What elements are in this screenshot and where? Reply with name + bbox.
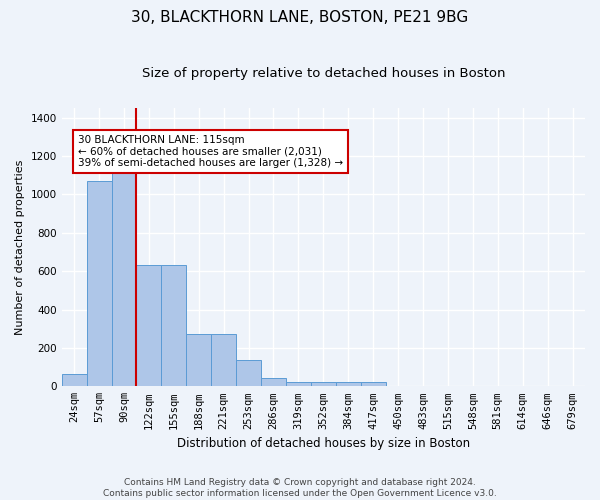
Bar [211,334,236,386]
Text: 30 BLACKTHORN LANE: 115sqm
← 60% of detached houses are smaller (2,031)
39% of s: 30 BLACKTHORN LANE: 115sqm ← 60% of deta… [78,135,343,168]
Bar [311,382,336,386]
Bar [136,266,161,386]
Title: Size of property relative to detached houses in Boston: Size of property relative to detached ho… [142,68,505,80]
Bar [62,374,86,386]
Bar [336,382,361,386]
Bar [361,382,386,386]
Y-axis label: Number of detached properties: Number of detached properties [15,160,25,335]
Bar [261,378,286,386]
Bar [286,382,311,386]
Text: 30, BLACKTHORN LANE, BOSTON, PE21 9BG: 30, BLACKTHORN LANE, BOSTON, PE21 9BG [131,10,469,25]
Bar [112,164,136,386]
Bar [161,266,186,386]
Bar [86,181,112,386]
X-axis label: Distribution of detached houses by size in Boston: Distribution of detached houses by size … [177,437,470,450]
Bar [236,360,261,386]
Text: Contains HM Land Registry data © Crown copyright and database right 2024.
Contai: Contains HM Land Registry data © Crown c… [103,478,497,498]
Bar [186,334,211,386]
